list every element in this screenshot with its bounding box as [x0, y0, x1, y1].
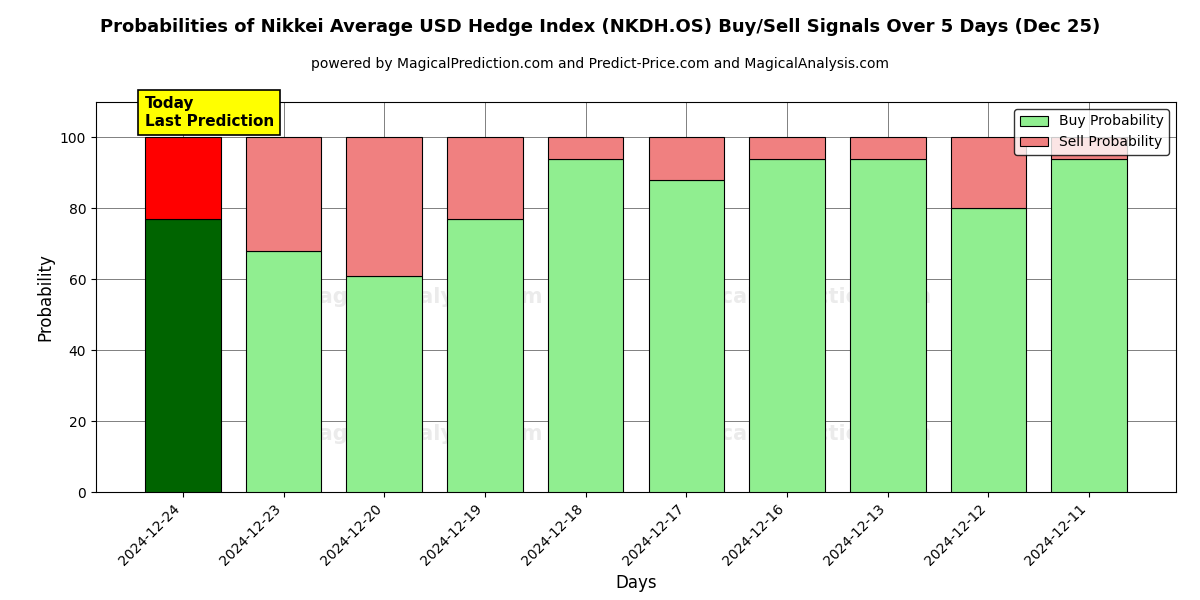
Bar — [850, 137, 925, 159]
Bar — [548, 137, 624, 159]
Bar — [950, 208, 1026, 492]
Bar — [648, 137, 724, 180]
Text: MagicalPrediction.com: MagicalPrediction.com — [665, 424, 931, 443]
Text: MagicalAnalysis.com: MagicalAnalysis.com — [298, 424, 542, 443]
Bar — [246, 251, 322, 492]
Text: Today
Last Prediction: Today Last Prediction — [144, 97, 274, 129]
Legend: Buy Probability, Sell Probability: Buy Probability, Sell Probability — [1014, 109, 1169, 155]
Bar — [749, 159, 824, 492]
Text: MagicalAnalysis.com: MagicalAnalysis.com — [298, 287, 542, 307]
Bar — [850, 159, 925, 492]
Bar — [246, 137, 322, 251]
Text: Probabilities of Nikkei Average USD Hedge Index (NKDH.OS) Buy/Sell Signals Over : Probabilities of Nikkei Average USD Hedg… — [100, 18, 1100, 36]
Bar — [548, 159, 624, 492]
Bar — [1051, 159, 1127, 492]
Bar — [145, 137, 221, 219]
Bar — [749, 137, 824, 159]
Text: powered by MagicalPrediction.com and Predict-Price.com and MagicalAnalysis.com: powered by MagicalPrediction.com and Pre… — [311, 57, 889, 71]
Y-axis label: Probability: Probability — [36, 253, 54, 341]
Text: MagicalPrediction.com: MagicalPrediction.com — [665, 287, 931, 307]
Bar — [648, 180, 724, 492]
Bar — [1051, 137, 1127, 159]
Bar — [950, 137, 1026, 208]
X-axis label: Days: Days — [616, 574, 656, 592]
Bar — [448, 219, 523, 492]
Bar — [347, 137, 422, 276]
Bar — [347, 276, 422, 492]
Bar — [448, 137, 523, 219]
Bar — [145, 219, 221, 492]
